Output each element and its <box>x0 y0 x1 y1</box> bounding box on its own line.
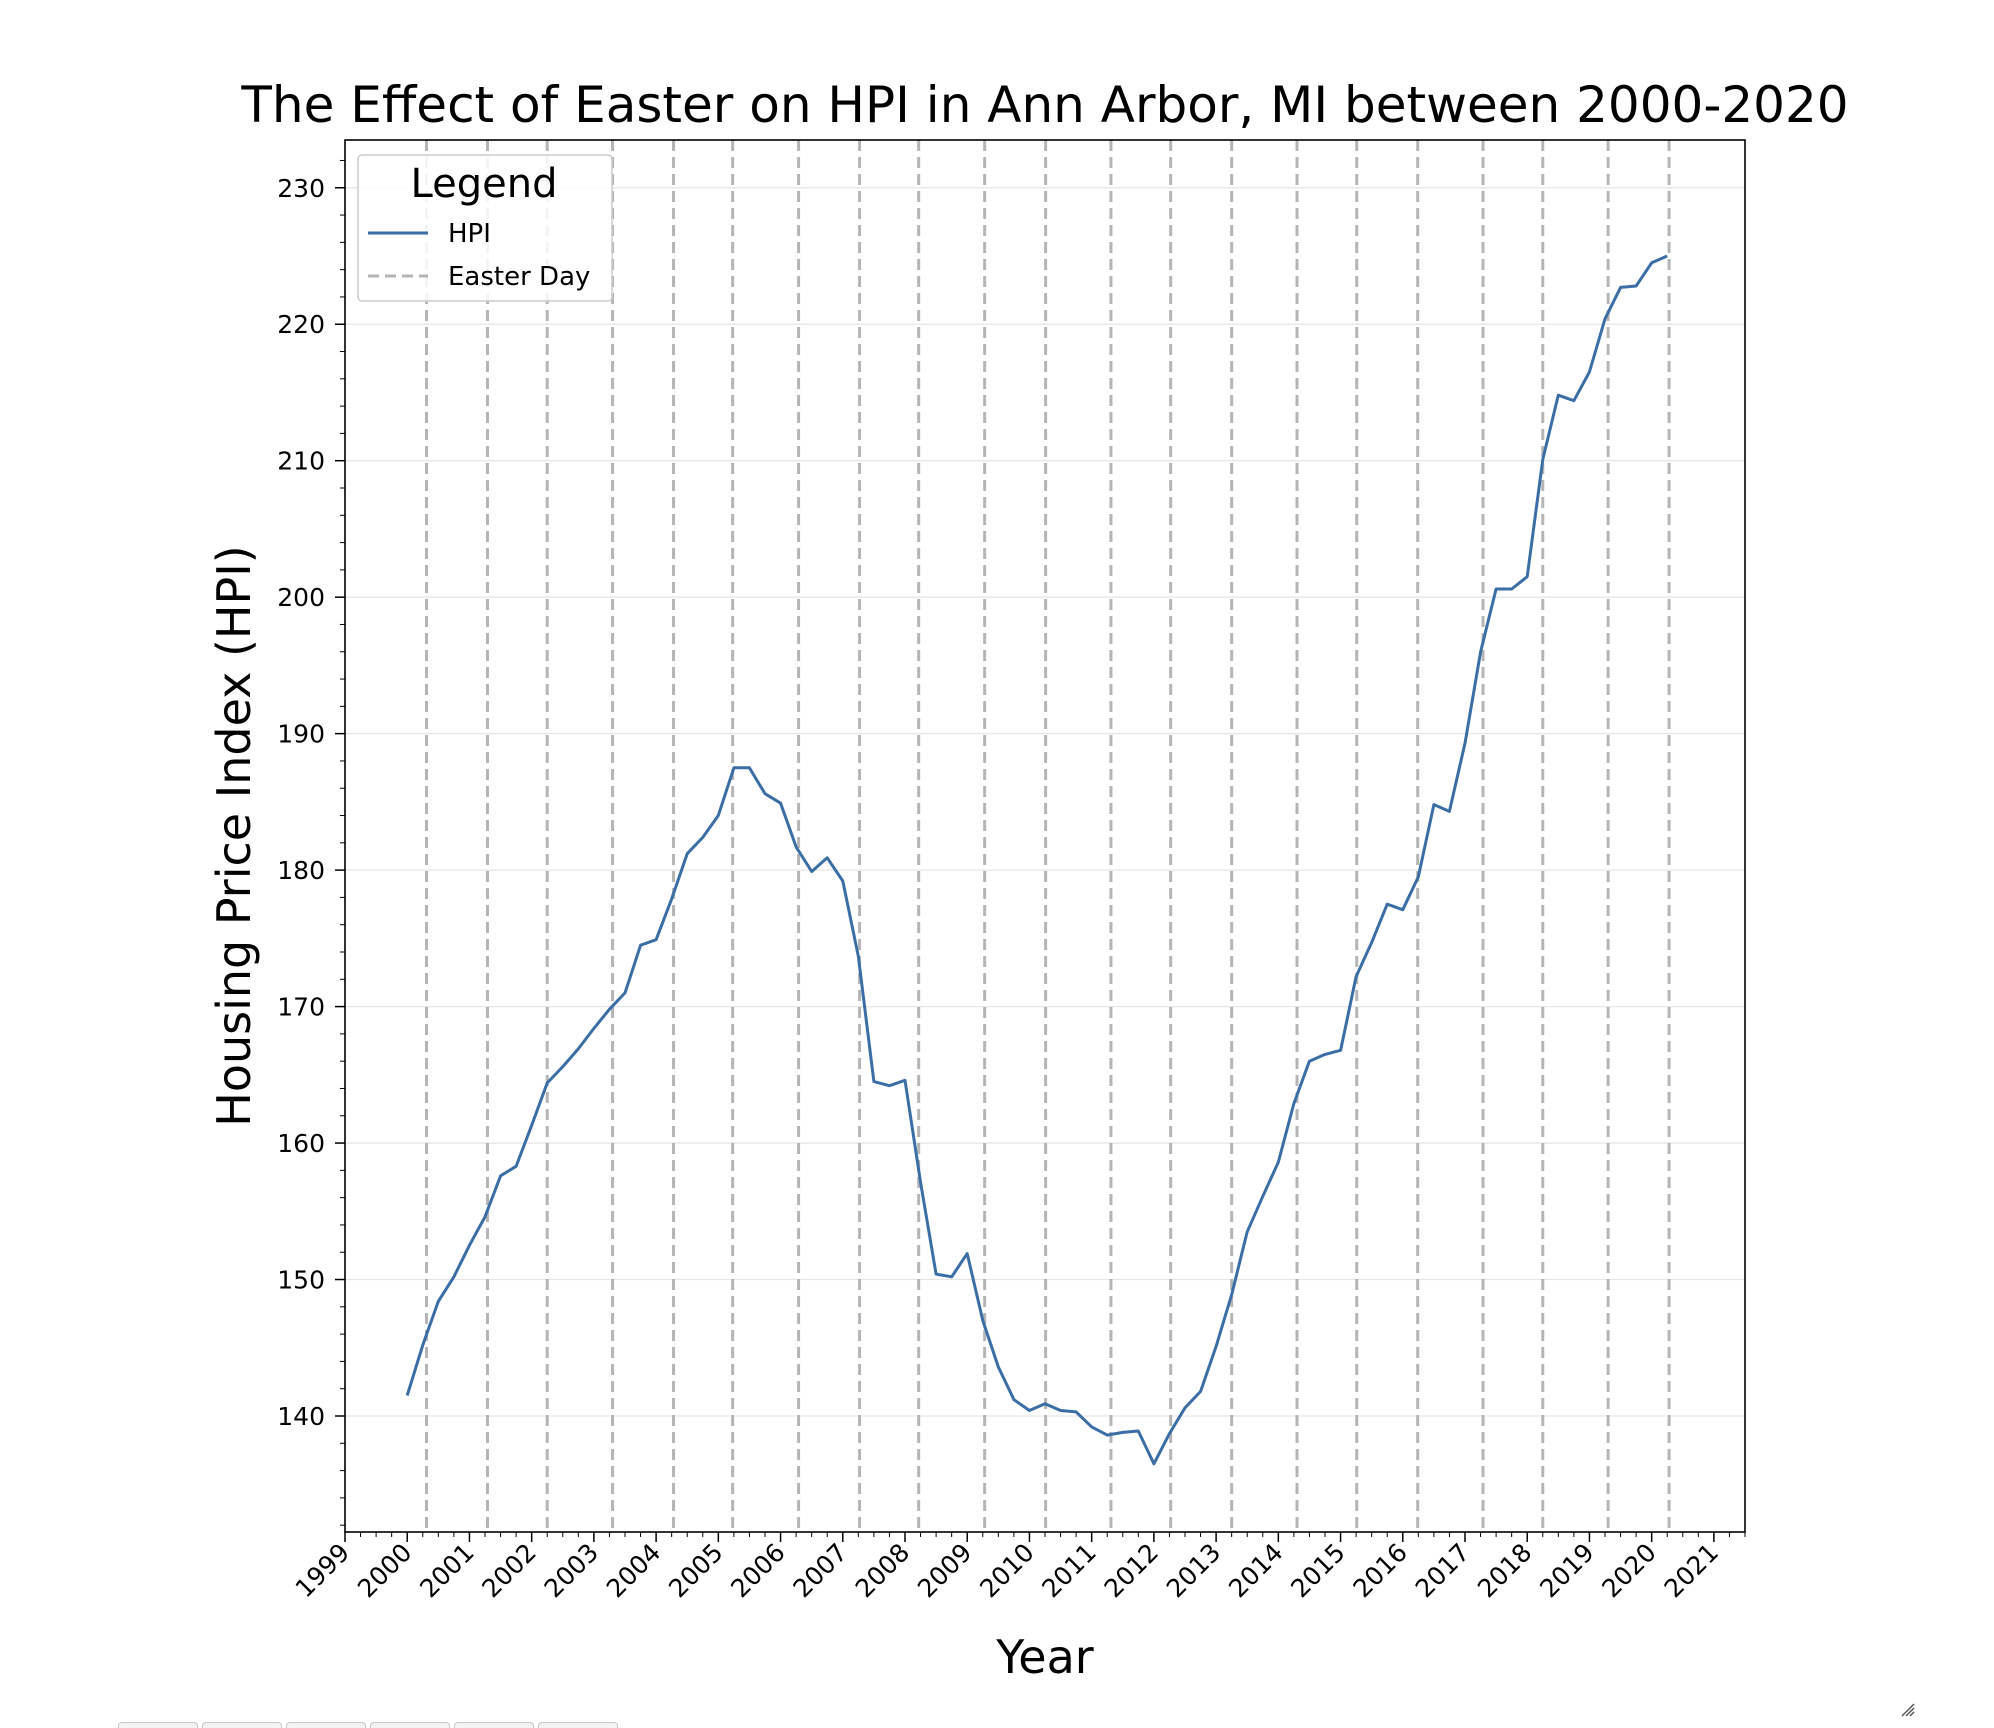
y-tick-label: 160 <box>277 1129 325 1158</box>
toolbar-tab[interactable] <box>202 1722 282 1728</box>
y-tick-label: 220 <box>277 310 325 339</box>
toolbar-tab[interactable] <box>370 1722 450 1728</box>
y-axis: 140 150 160 170 180 190 200 210 220 230 <box>277 159 345 1526</box>
legend-box <box>357 154 613 302</box>
chart-title: The Effect of Easter on HPI in Ann Arbor… <box>240 76 1848 134</box>
toolbar-tab[interactable] <box>454 1722 534 1728</box>
resize-grip-icon[interactable] <box>1901 1703 1915 1717</box>
legend-title: Legend <box>411 161 558 207</box>
easter-lines <box>425 140 1671 1532</box>
legend-hpi-label: HPI <box>448 219 491 249</box>
y-tick-label: 180 <box>277 856 325 885</box>
series-line-hpi <box>405 254 1668 1466</box>
series-layer <box>405 254 1668 1466</box>
y-tick-label: 150 <box>277 1266 325 1295</box>
toolbar-tabs <box>118 1722 618 1728</box>
y-tick-label: 140 <box>277 1402 325 1431</box>
toolbar-tab[interactable] <box>286 1722 366 1728</box>
y-tick-label: 210 <box>277 447 325 476</box>
x-axis-title: Year <box>995 1630 1093 1684</box>
toolbar-tab[interactable] <box>538 1722 618 1728</box>
y-tick-label: 170 <box>277 993 325 1022</box>
y-tick-label: 230 <box>277 174 325 203</box>
y-tick-label: 200 <box>277 583 325 612</box>
legend-easter-label: Easter Day <box>448 262 590 292</box>
toolbar-tab[interactable] <box>118 1722 198 1728</box>
y-tick-label: 190 <box>277 720 325 749</box>
legend: Legend HPI Easter Day <box>357 154 613 302</box>
y-axis-title: Housing Price Index (HPI) <box>207 545 261 1127</box>
